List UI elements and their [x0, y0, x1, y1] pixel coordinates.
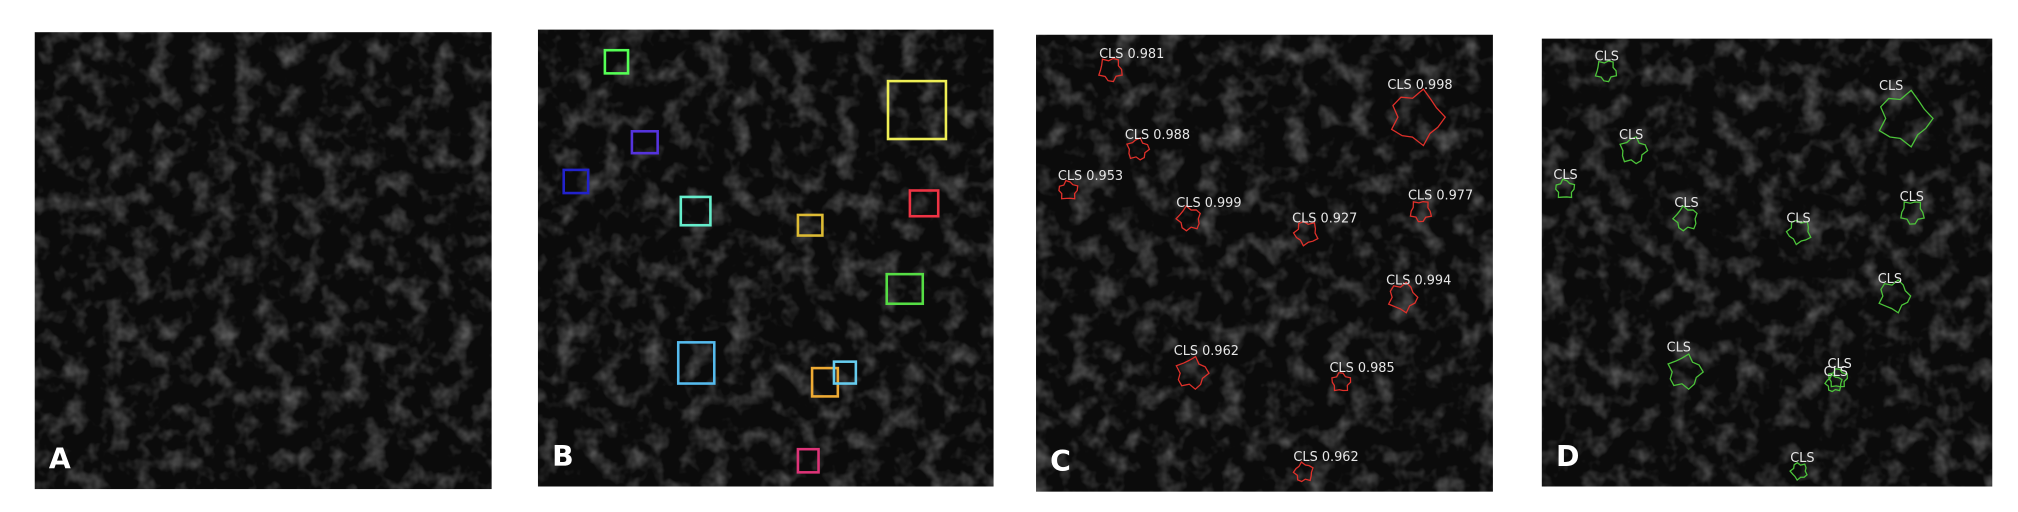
- texture: [1036, 34, 1493, 492]
- detection-label: CLS 0.927: [1292, 212, 1357, 227]
- contour: [1390, 88, 1447, 147]
- contour: [1292, 220, 1319, 247]
- contour: [1387, 281, 1419, 314]
- detection-label: CLS 0.998: [1387, 78, 1452, 93]
- contour: [1175, 204, 1202, 232]
- bounding-box: [908, 189, 940, 218]
- texture: [537, 29, 994, 487]
- detection-label: CLS 0.953: [1058, 169, 1123, 184]
- bounding-box: [796, 447, 820, 474]
- contour: [1789, 461, 1808, 482]
- detection-label: CLS 0.981: [1099, 47, 1164, 62]
- contour: [1175, 355, 1210, 391]
- detection-label: CLS: [1553, 168, 1577, 183]
- detection-label: CLS 0.999: [1176, 196, 1241, 211]
- detection-label: CLS: [1786, 212, 1810, 227]
- bounding-box: [832, 360, 858, 385]
- bounding-box: [885, 272, 925, 306]
- panel-letter: A: [49, 442, 71, 475]
- bounding-box: [796, 213, 824, 237]
- contour: [1785, 219, 1812, 246]
- panel-letter: B: [552, 440, 574, 473]
- detection-label: CLS 0.962: [1293, 450, 1358, 465]
- contour: [1331, 372, 1352, 392]
- contour: [1125, 137, 1151, 161]
- detection-label: CLS: [1878, 272, 1902, 287]
- texture: [1541, 38, 1993, 487]
- detection-label: CLS: [1828, 357, 1852, 372]
- contour: [1667, 353, 1705, 391]
- contour: [1594, 60, 1618, 83]
- bounding-box: [630, 130, 659, 155]
- detection-label: CLS: [1879, 79, 1903, 94]
- detection-label: CLS: [1824, 365, 1848, 380]
- detection-label: CLS: [1667, 340, 1691, 355]
- detection-label: CLS 0.988: [1125, 128, 1190, 143]
- contour: [1900, 201, 1925, 225]
- contour: [1292, 461, 1314, 483]
- texture: [34, 32, 492, 490]
- detection-label: CLS: [1790, 451, 1814, 466]
- detection-label: CLS: [1674, 196, 1698, 211]
- detection-label: CLS: [1595, 50, 1619, 65]
- detection-label: CLS: [1900, 190, 1924, 205]
- bounding-box: [886, 79, 948, 141]
- contour: [1555, 178, 1576, 199]
- detection-label: CLS: [1619, 128, 1643, 143]
- detection-label: CLS 0.985: [1329, 361, 1394, 376]
- contour: [1671, 204, 1698, 232]
- bounding-box: [679, 195, 712, 227]
- contour: [1878, 89, 1934, 148]
- detection-label: CLS 0.994: [1386, 273, 1451, 288]
- bounding-box: [676, 341, 716, 385]
- contour: [1878, 279, 1912, 314]
- panel-letter: D: [1556, 440, 1579, 473]
- bounding-box: [603, 48, 630, 75]
- detection-label: CLS 0.977: [1408, 189, 1473, 204]
- bounding-box: [562, 168, 590, 195]
- detection-label: CLS 0.962: [1174, 344, 1239, 359]
- contour: [1058, 179, 1079, 200]
- contour: [1098, 57, 1123, 83]
- contour: [1409, 201, 1433, 223]
- contour: [1824, 373, 1843, 393]
- panel-letter: C: [1050, 445, 1071, 478]
- contour: [1619, 135, 1649, 165]
